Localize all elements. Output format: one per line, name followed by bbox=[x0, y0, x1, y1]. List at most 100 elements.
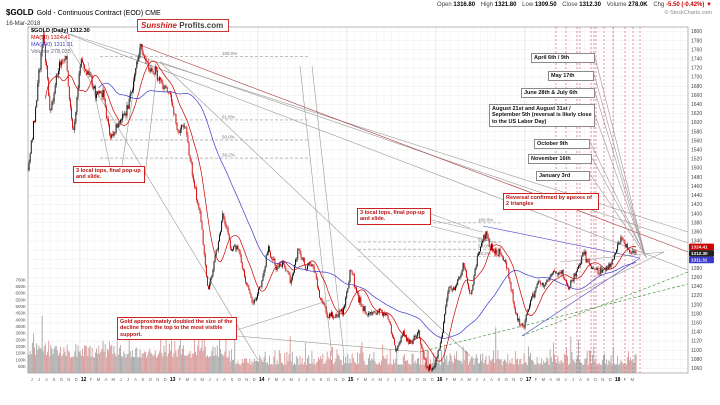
chart-header-left: $GOLD Gold - Continuous Contract (EOD) CM… bbox=[6, 2, 161, 27]
open-value: 1316.80 bbox=[453, 2, 476, 8]
svg-text:A: A bbox=[460, 377, 463, 382]
svg-text:100.0%: 100.0% bbox=[222, 51, 237, 56]
svg-text:1800: 1800 bbox=[691, 29, 702, 35]
svg-text:400K: 400K bbox=[15, 317, 26, 322]
svg-text:F: F bbox=[179, 377, 182, 382]
svg-text:1160: 1160 bbox=[691, 321, 702, 327]
svg-text:M: M bbox=[364, 377, 368, 382]
svg-text:A: A bbox=[105, 377, 108, 382]
chart-header-right: Open 1316.80 High 1321.80 Low 1309.50 Cl… bbox=[433, 2, 712, 16]
svg-text:A: A bbox=[45, 377, 48, 382]
svg-text:1400: 1400 bbox=[691, 211, 702, 217]
svg-text:1140: 1140 bbox=[691, 330, 702, 336]
svg-text:A: A bbox=[371, 377, 374, 382]
svg-text:350K: 350K bbox=[15, 324, 26, 329]
volume-value: 278.0K bbox=[628, 2, 648, 8]
svg-text:1060: 1060 bbox=[691, 366, 702, 372]
chart-date: 16-Mar-2018 bbox=[6, 21, 41, 27]
svg-text:1240: 1240 bbox=[691, 284, 702, 290]
svg-text:O: O bbox=[416, 377, 420, 382]
svg-text:F: F bbox=[357, 377, 360, 382]
svg-text:650K: 650K bbox=[15, 284, 26, 289]
svg-text:N: N bbox=[601, 377, 604, 382]
svg-text:S: S bbox=[231, 377, 234, 382]
svg-text:1380: 1380 bbox=[691, 220, 702, 226]
svg-text:600K: 600K bbox=[15, 291, 26, 296]
svg-text:S: S bbox=[587, 377, 590, 382]
chg-label: Chg bbox=[653, 2, 665, 8]
svg-text:1440: 1440 bbox=[691, 193, 702, 199]
svg-text:D: D bbox=[342, 377, 345, 382]
chg-value: -5.50 (-0.42%) bbox=[666, 2, 705, 8]
svg-text:1280: 1280 bbox=[691, 266, 702, 272]
svg-text:38.2%: 38.2% bbox=[478, 251, 491, 256]
chg-down-arrow-icon: ▼ bbox=[706, 2, 712, 8]
svg-text:17: 17 bbox=[526, 377, 532, 383]
svg-text:S: S bbox=[498, 377, 501, 382]
svg-text:J: J bbox=[476, 377, 478, 382]
svg-text:D: D bbox=[520, 377, 523, 382]
instrument-name: Gold - Continuous Contract (EOD) CME bbox=[36, 10, 161, 17]
svg-text:1360: 1360 bbox=[691, 230, 702, 236]
svg-text:J: J bbox=[387, 377, 389, 382]
legend-symbol: $GOLD (Daily) 1312.30 bbox=[31, 28, 90, 34]
svg-text:1680: 1680 bbox=[691, 84, 702, 90]
legend-volume: Volume 278,035 bbox=[31, 49, 71, 56]
svg-text:M: M bbox=[201, 377, 205, 382]
svg-text:1560: 1560 bbox=[691, 138, 702, 144]
svg-text:200K: 200K bbox=[15, 344, 26, 349]
svg-text:A: A bbox=[134, 377, 137, 382]
high-value: 1321.80 bbox=[494, 2, 517, 8]
svg-text:N: N bbox=[423, 377, 426, 382]
volume-label: Volume bbox=[606, 2, 627, 8]
svg-text:1640: 1640 bbox=[691, 102, 702, 108]
svg-text:A: A bbox=[401, 377, 404, 382]
svg-text:S: S bbox=[142, 377, 145, 382]
svg-text:61.8%: 61.8% bbox=[222, 114, 235, 119]
svg-text:J: J bbox=[565, 377, 567, 382]
svg-text:61.8%: 61.8% bbox=[478, 236, 491, 241]
svg-text:1100: 1100 bbox=[691, 348, 702, 354]
svg-text:O: O bbox=[238, 377, 242, 382]
close-label: Close bbox=[562, 2, 578, 8]
svg-text:F: F bbox=[535, 377, 538, 382]
svg-text:1660: 1660 bbox=[691, 93, 702, 99]
svg-text:1540: 1540 bbox=[691, 148, 702, 154]
svg-text:D: D bbox=[75, 377, 78, 382]
svg-text:1520: 1520 bbox=[691, 157, 702, 163]
svg-text:O: O bbox=[327, 377, 331, 382]
svg-text:J: J bbox=[216, 377, 218, 382]
svg-text:M: M bbox=[556, 377, 560, 382]
svg-text:A: A bbox=[490, 377, 493, 382]
svg-text:1260: 1260 bbox=[691, 275, 702, 281]
svg-text:1720: 1720 bbox=[691, 66, 702, 72]
svg-text:1600: 1600 bbox=[691, 120, 702, 126]
svg-text:1324.41: 1324.41 bbox=[691, 245, 708, 250]
low-label: Low bbox=[522, 2, 534, 8]
legend-ma200: MA(200) 1311.31 bbox=[31, 42, 74, 49]
svg-text:F: F bbox=[268, 377, 271, 382]
svg-text:M: M bbox=[97, 377, 101, 382]
legend-ma50: MA(50) 1324.41 bbox=[31, 35, 71, 42]
svg-text:1200: 1200 bbox=[691, 302, 702, 308]
svg-text:D: D bbox=[253, 377, 256, 382]
svg-text:O: O bbox=[149, 377, 153, 382]
svg-text:M: M bbox=[112, 377, 116, 382]
svg-text:J: J bbox=[483, 377, 485, 382]
svg-text:M: M bbox=[453, 377, 457, 382]
svg-text:1080: 1080 bbox=[691, 357, 702, 363]
svg-text:J: J bbox=[127, 377, 129, 382]
high-label: High bbox=[480, 2, 494, 8]
svg-text:D: D bbox=[609, 377, 612, 382]
svg-text:A: A bbox=[549, 377, 552, 382]
svg-text:J: J bbox=[572, 377, 574, 382]
svg-text:1312.30: 1312.30 bbox=[691, 251, 708, 256]
svg-text:O: O bbox=[60, 377, 64, 382]
svg-text:M: M bbox=[275, 377, 279, 382]
svg-text:1760: 1760 bbox=[691, 47, 702, 53]
svg-text:12: 12 bbox=[81, 377, 87, 383]
svg-text:A: A bbox=[312, 377, 315, 382]
svg-text:J: J bbox=[31, 377, 33, 382]
svg-text:1311.31: 1311.31 bbox=[691, 258, 708, 263]
